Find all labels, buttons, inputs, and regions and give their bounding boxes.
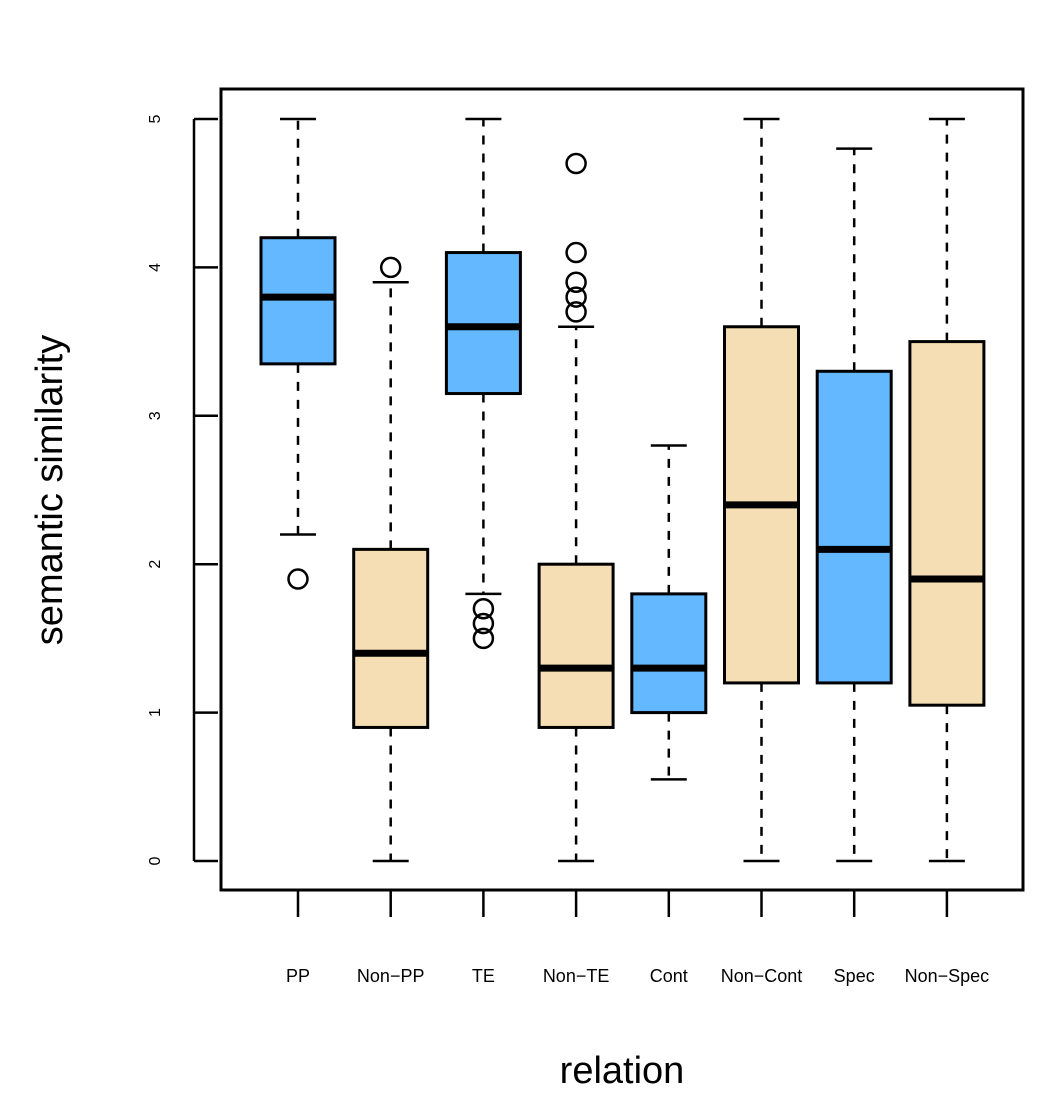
x-tick-label: Non−Spec	[905, 966, 990, 986]
box-body	[444, 251, 522, 396]
y-tick-label: 0	[147, 856, 164, 865]
box-pp	[259, 117, 337, 590]
box-spec	[815, 147, 893, 863]
outlier-point	[287, 568, 309, 590]
outlier-point	[472, 597, 495, 620]
box-non-te	[537, 152, 615, 863]
box-non-pp	[352, 256, 430, 863]
box-cont	[630, 444, 708, 781]
x-tick-label: Non−Cont	[721, 966, 803, 986]
outlier-point	[565, 241, 587, 264]
y-tick-label: 2	[147, 560, 164, 569]
plot-frame	[219, 87, 1025, 892]
x-tick-label: Cont	[650, 966, 688, 986]
box-body	[259, 236, 337, 366]
outlier-point	[565, 152, 587, 175]
outlier-point	[472, 627, 495, 650]
outlier-point	[379, 256, 402, 279]
y-tick-label: 1	[147, 708, 164, 717]
box-body	[630, 592, 708, 715]
box-te	[444, 117, 522, 650]
outlier-point	[565, 286, 587, 308]
x-tick-label: Non−PP	[357, 966, 425, 986]
x-tick-label: PP	[286, 966, 310, 986]
box-body	[352, 547, 430, 729]
outlier-point	[565, 301, 587, 323]
box-non-spec	[908, 117, 986, 863]
boxes-group	[259, 117, 986, 863]
box-body	[815, 369, 893, 685]
x-axis: PP Non−PP TE Non−TE Cont Non−Cont Spec Non−Spec	[286, 888, 990, 986]
x-axis-title: relation	[560, 1050, 685, 1092]
outlier-point	[565, 271, 587, 293]
x-tick-label: Non−TE	[543, 966, 610, 986]
y-axis: 0 1 2 3 4 5	[147, 114, 218, 865]
y-tick-label: 3	[147, 411, 164, 420]
box-body	[537, 562, 615, 729]
y-axis-title: semantic similarity	[29, 335, 71, 645]
x-tick-label: TE	[472, 966, 495, 986]
y-tick-label: 5	[147, 114, 164, 123]
y-tick-label: 4	[147, 263, 164, 272]
x-tick-label: Spec	[834, 966, 875, 986]
box-non-cont	[723, 117, 800, 863]
outlier-point	[472, 612, 495, 635]
box-body	[908, 340, 986, 707]
